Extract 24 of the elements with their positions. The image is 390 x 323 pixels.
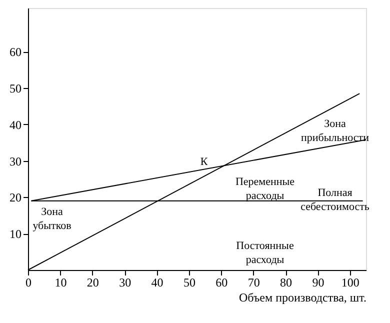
- y-tick-label: 40: [10, 118, 22, 132]
- x-tick-label: 40: [151, 276, 164, 290]
- x-tick-label: 80: [280, 276, 292, 290]
- y-tick-label: 20: [10, 190, 22, 205]
- x-tick-label: 60: [216, 276, 228, 290]
- annotation: Полная себестоимость: [300, 187, 370, 213]
- x-tick-label: 50: [183, 276, 196, 290]
- x-tick-label: 70: [248, 276, 260, 290]
- x-tick-label: 10: [54, 276, 67, 290]
- x-tick-label: 30: [119, 276, 132, 290]
- x-tick-label: 100: [341, 276, 360, 290]
- x-tick-label: 0: [26, 276, 32, 290]
- x-tick-label: 20: [86, 276, 99, 290]
- annotation: Переменные расходы: [235, 176, 295, 202]
- annotation: Постоянные расходы: [236, 240, 294, 266]
- y-tick-label: 30: [10, 154, 22, 168]
- annotation: Зона прибыльности: [300, 118, 370, 144]
- y-tick-label: 10: [10, 227, 22, 242]
- annotation: К: [200, 156, 208, 168]
- y-tick-label: 60: [10, 45, 22, 60]
- x-axis-title: Объем производства, шт.: [238, 290, 366, 304]
- y-tick-label: 50: [10, 82, 22, 96]
- annotation: Зона убытков: [32, 206, 72, 232]
- x-tick-label: 90: [312, 276, 324, 290]
